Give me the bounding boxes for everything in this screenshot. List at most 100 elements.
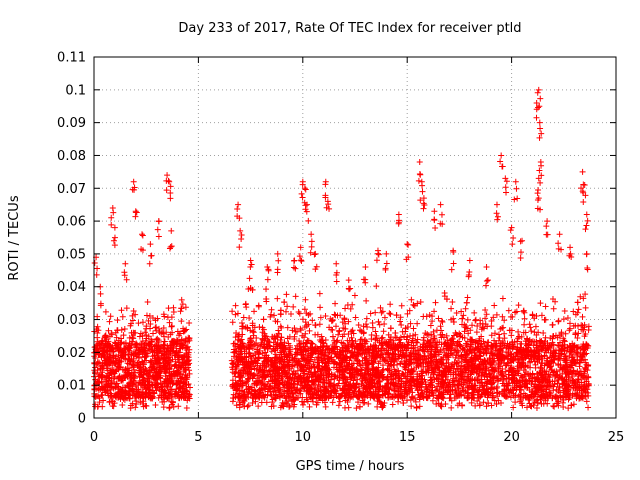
roti-point (175, 368, 182, 375)
roti-point (274, 339, 281, 346)
roti-point (386, 310, 393, 317)
roti-point (489, 380, 496, 387)
roti-point (125, 355, 132, 362)
roti-point (353, 392, 360, 399)
roti-point (488, 317, 495, 324)
roti-point (261, 330, 268, 337)
roti-point (505, 380, 512, 387)
roti-point (517, 340, 524, 347)
roti-point (309, 379, 316, 386)
roti-point (349, 327, 356, 334)
roti-point (452, 346, 459, 353)
roti-point (401, 333, 408, 340)
roti-point (459, 386, 466, 393)
roti-point (559, 343, 566, 350)
roti-point (306, 327, 313, 334)
roti-point (440, 334, 447, 341)
roti-point (379, 391, 386, 398)
roti-point (574, 335, 581, 342)
roti-point (271, 312, 278, 319)
roti-point (484, 376, 491, 383)
roti-point (179, 359, 186, 366)
roti-point (458, 308, 465, 315)
roti-point (464, 383, 471, 390)
roti-point (299, 367, 306, 374)
roti-point (353, 405, 360, 412)
roti-point (381, 400, 388, 407)
roti-point (425, 393, 432, 400)
roti-point (381, 320, 388, 327)
roti-point (91, 386, 98, 393)
roti-point (114, 356, 121, 363)
roti-point (440, 346, 447, 353)
roti-point (173, 349, 180, 356)
roti-point (315, 387, 322, 394)
roti-point (167, 381, 174, 388)
roti-point (160, 404, 167, 411)
roti-point (462, 340, 469, 347)
roti-point (147, 392, 154, 399)
roti-point (322, 337, 329, 344)
roti-point (122, 372, 129, 379)
roti-point (95, 327, 102, 334)
roti-point (510, 404, 517, 411)
roti-point (556, 366, 563, 373)
roti-point (311, 356, 318, 363)
roti-point (559, 365, 566, 372)
roti-point (406, 307, 413, 314)
roti-point (147, 359, 154, 366)
roti-point (239, 340, 246, 347)
roti-point (494, 383, 501, 390)
roti-point (302, 319, 309, 326)
roti-point (180, 354, 187, 361)
roti-point (161, 379, 168, 386)
roti-point (577, 349, 584, 356)
roti-point (499, 313, 506, 320)
roti-point (140, 377, 147, 384)
roti-point (141, 341, 148, 348)
roti-point (433, 374, 440, 381)
roti-point (395, 393, 402, 400)
roti-point (523, 404, 530, 411)
roti-point (146, 368, 153, 375)
roti-point (106, 367, 113, 374)
roti-point (358, 336, 365, 343)
roti-point (397, 318, 404, 325)
roti-point (490, 352, 497, 359)
roti-point (143, 312, 150, 319)
roti-point (139, 392, 146, 399)
roti-point (417, 298, 424, 305)
roti-point (422, 343, 429, 350)
roti-point (174, 392, 181, 399)
roti-point (397, 334, 404, 341)
roti-point (118, 375, 125, 382)
roti-point (521, 321, 528, 328)
roti-point (105, 342, 112, 349)
roti-point (179, 301, 186, 308)
roti-point (569, 340, 576, 347)
roti-point (482, 357, 489, 364)
roti-point (500, 324, 507, 331)
roti-point (143, 386, 150, 393)
roti-point (96, 399, 103, 406)
roti-point (297, 327, 304, 334)
roti-point (308, 388, 315, 395)
roti-point (439, 319, 446, 326)
roti-point (180, 383, 187, 390)
roti-point (395, 352, 402, 359)
roti-point (318, 333, 325, 340)
roti-point (456, 330, 463, 337)
roti-point (402, 380, 409, 387)
roti-point (383, 376, 390, 383)
roti-point (128, 387, 135, 394)
roti-point (445, 383, 452, 390)
roti-point (133, 340, 140, 347)
roti-point (93, 342, 100, 349)
roti-point (92, 370, 99, 377)
roti-point (274, 295, 281, 302)
roti-point (322, 359, 329, 366)
roti-point (421, 352, 428, 359)
roti-point (123, 389, 130, 396)
roti-point (453, 310, 460, 317)
